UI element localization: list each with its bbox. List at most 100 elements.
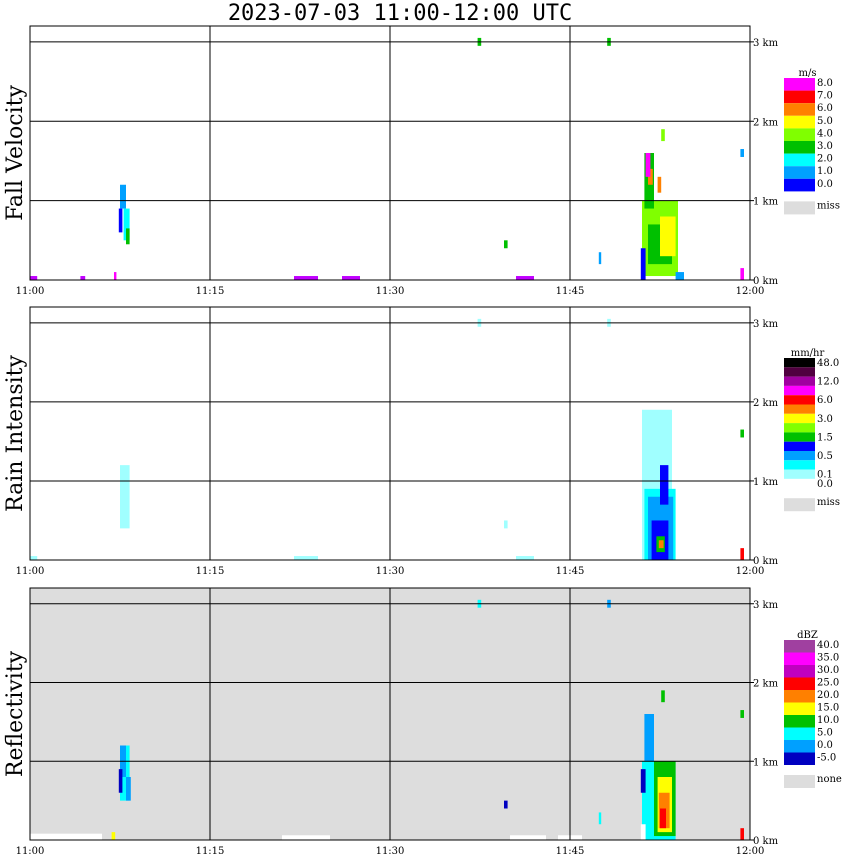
- x-tick-label: 11:30: [376, 286, 405, 297]
- x-tick-label: 11:00: [16, 846, 45, 857]
- legend-label: 6.0: [817, 395, 833, 406]
- y-tick-label: 3 km: [753, 319, 779, 330]
- data-cell: [661, 129, 665, 142]
- legend-label: 20.0: [817, 690, 839, 701]
- data-cell: [118, 769, 123, 793]
- legend-label: 10.0: [817, 715, 839, 726]
- x-tick-label: 12:00: [736, 286, 765, 297]
- legend-swatch: [784, 775, 815, 788]
- legend-label: 15.0: [817, 703, 839, 714]
- legend-swatch: [784, 441, 815, 451]
- legend-swatch: [784, 423, 815, 433]
- legend-label: 0.0: [817, 740, 833, 751]
- legend-label: 1.0: [817, 166, 833, 177]
- legend-swatch: [784, 432, 815, 442]
- legend-label: 4.0: [817, 128, 833, 139]
- y-axis-label: Fall Velocity: [3, 85, 28, 221]
- data-cell: [598, 252, 602, 265]
- plot-frame: [29, 587, 751, 841]
- legend-label: 30.0: [817, 665, 839, 676]
- legend-unit: m/s: [799, 68, 817, 79]
- data-cell: [598, 812, 602, 825]
- data-cell: [660, 808, 666, 829]
- y-tick-label: 1 km: [753, 757, 779, 768]
- y-axis-label: Rain Intensity: [3, 354, 28, 511]
- x-tick-label: 11:45: [556, 286, 585, 297]
- legend-swatch: [784, 115, 815, 129]
- panel-2: 0 km 1 km 2 km 3 km 11:00 11:15 11:30 11:45 12:0…: [3, 306, 840, 577]
- legend: m/s8.0 7.06.0 5.04.0 3.0 2.01.0 0.0 miss: [784, 68, 840, 215]
- legend-label: 0.5: [817, 451, 833, 462]
- legend-swatch: [784, 78, 815, 91]
- legend-swatch: [784, 201, 815, 215]
- data-cell: [120, 184, 126, 209]
- y-tick-label: 0 km: [753, 836, 779, 847]
- legend-swatch: [784, 460, 815, 470]
- data-cell: [282, 835, 330, 840]
- plot-frame: [29, 25, 751, 281]
- data-cell: [504, 240, 508, 249]
- legend-swatch: [784, 677, 815, 690]
- y-tick-label: 3 km: [753, 600, 779, 611]
- legend-label: 2.0: [817, 154, 833, 165]
- legend-label: -5.0: [817, 753, 836, 764]
- legend-swatch: [784, 469, 815, 479]
- data-cell: [740, 828, 744, 840]
- legend-swatch: [784, 640, 815, 653]
- data-cell: [658, 540, 664, 549]
- y-tick-label: 0 km: [753, 276, 779, 287]
- legend-swatch: [784, 478, 815, 489]
- legend-label: 6.0: [817, 103, 833, 114]
- data-cell: [660, 465, 669, 505]
- legend-unit: dBZ: [797, 630, 818, 641]
- data-cell: [126, 228, 130, 245]
- panel-1: 0 km 1 km 2 km 3 km 11:00 11:15 11:30 11:45 12:0…: [3, 25, 840, 297]
- legend-label: 7.0: [817, 91, 833, 102]
- legend-swatch: [784, 90, 815, 104]
- x-tick-label: 11:30: [376, 566, 405, 577]
- legend-label: 0.0: [817, 479, 833, 490]
- legend-label: 25.0: [817, 678, 839, 689]
- data-cell: [342, 276, 360, 280]
- y-tick-label: 2 km: [753, 117, 779, 128]
- data-cell: [30, 833, 102, 840]
- legend-label: none: [817, 774, 842, 785]
- legend-swatch: [784, 128, 815, 141]
- data-cell: [294, 276, 318, 280]
- legend-swatch: [784, 141, 815, 154]
- legend-label: 5.0: [817, 728, 833, 739]
- legend-label: 48.0: [817, 358, 839, 369]
- legend-swatch: [784, 727, 815, 740]
- data-cell: [645, 153, 651, 177]
- data-cell: [661, 690, 665, 703]
- legend-label: 12.0: [817, 377, 839, 388]
- legend-label: 8.0: [817, 78, 833, 89]
- data-cell: [648, 168, 653, 185]
- legend-label: miss: [817, 497, 840, 508]
- data-cell: [80, 276, 86, 280]
- x-tick-label: 12:00: [736, 566, 765, 577]
- data-cell: [30, 276, 38, 280]
- data-cell: [644, 714, 654, 762]
- x-tick-label: 12:00: [736, 846, 765, 857]
- legend-swatch: [784, 652, 815, 665]
- y-axis-label: Reflectivity: [3, 650, 28, 777]
- data-cell: [111, 832, 116, 840]
- legend-label: 35.0: [817, 653, 839, 664]
- data-cell: [516, 556, 534, 560]
- legend-swatch: [784, 404, 815, 414]
- x-tick-label: 11:15: [196, 846, 225, 857]
- legend-swatch: [784, 166, 815, 179]
- data-cell: [123, 208, 130, 241]
- legend-label: 40.0: [817, 640, 839, 651]
- data-cell: [30, 556, 38, 560]
- x-tick-label: 11:30: [376, 846, 405, 857]
- legend-swatch: [784, 690, 815, 703]
- data-cell: [114, 272, 117, 280]
- data-cell: [740, 149, 744, 157]
- data-cell: [740, 548, 744, 560]
- legend-swatch: [784, 103, 815, 116]
